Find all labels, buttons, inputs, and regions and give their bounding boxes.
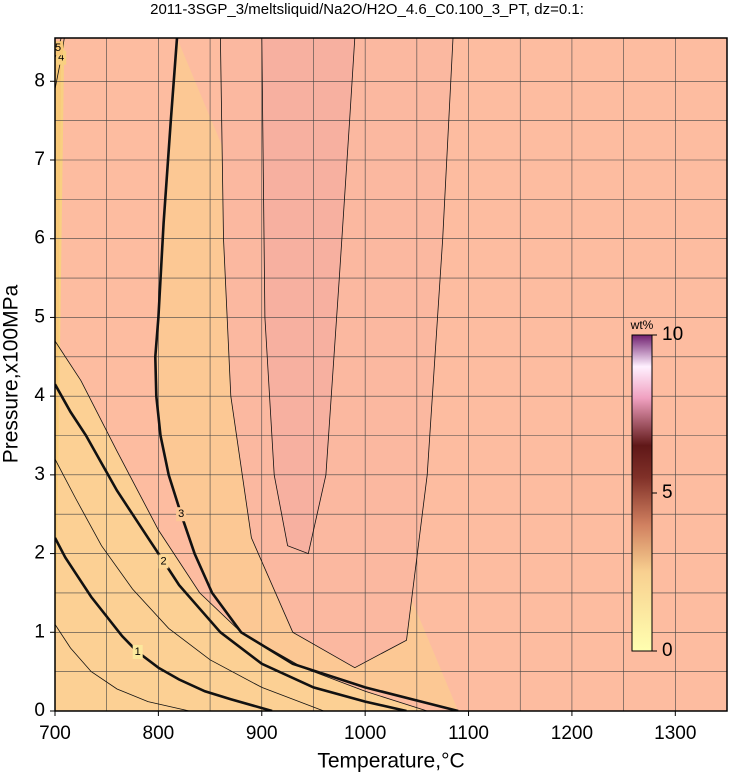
contour-label-bg	[56, 50, 67, 65]
colorbar-tick-label: 5	[662, 482, 673, 503]
contour-line	[55, 537, 273, 711]
colorbar-tick-label: 10	[662, 324, 683, 345]
contour-label-bg	[158, 554, 169, 569]
contour-label-bg	[132, 644, 143, 659]
x-tick-label: 700	[39, 723, 71, 744]
y-tick-label: 2	[34, 543, 45, 564]
y-tick-label: 3	[34, 464, 45, 485]
contour-label: 5	[55, 42, 61, 54]
contour-line	[55, 340, 428, 711]
y-tick-label: 8	[34, 70, 45, 91]
x-tick-label: 800	[143, 723, 175, 744]
contour-fill	[261, 38, 355, 554]
x-tick-label: 1100	[448, 723, 489, 744]
contour-label: 4	[58, 52, 64, 64]
colorbar-tick-label: 0	[662, 640, 673, 661]
plot-frame	[54, 37, 728, 712]
contour-line	[153, 38, 459, 711]
colorbar	[631, 334, 653, 652]
x-axis-label: Temperature,°C	[317, 750, 464, 773]
y-tick-label: 7	[34, 149, 45, 170]
contour-label-bg	[55, 41, 64, 56]
contour-line	[55, 458, 324, 711]
x-tick-label: 1300	[654, 723, 696, 744]
contour-line	[55, 624, 190, 711]
contour-label: 3	[178, 508, 184, 520]
contour-fill	[55, 341, 428, 711]
contour-line	[220, 38, 454, 669]
overlay: 700 800 900 1000 1100 1200 1300012345678wt%051…	[34, 37, 728, 744]
y-tick-label: 0	[34, 700, 45, 721]
contour-label-bg	[176, 507, 187, 522]
contour-line	[261, 38, 356, 555]
colorbar-label: wt%	[630, 318, 654, 332]
y-axis-label: Pressure,x100MPa	[0, 284, 23, 463]
contour-label: 2	[160, 555, 166, 567]
contour-fill	[55, 38, 62, 711]
chart-title: 2011-3SGP_3/meltsliquid/Na2O/H2O_4.6_C0.…	[150, 1, 584, 18]
contour-label: 1	[135, 646, 141, 658]
y-tick-label: 4	[34, 385, 45, 406]
x-tick-label: 1000	[344, 723, 386, 744]
x-tick-label: 1200	[551, 723, 593, 744]
y-tick-label: 5	[34, 306, 45, 327]
x-tick-label: 900	[246, 723, 278, 744]
y-tick-label: 1	[34, 621, 45, 642]
y-tick-label: 6	[34, 228, 45, 249]
